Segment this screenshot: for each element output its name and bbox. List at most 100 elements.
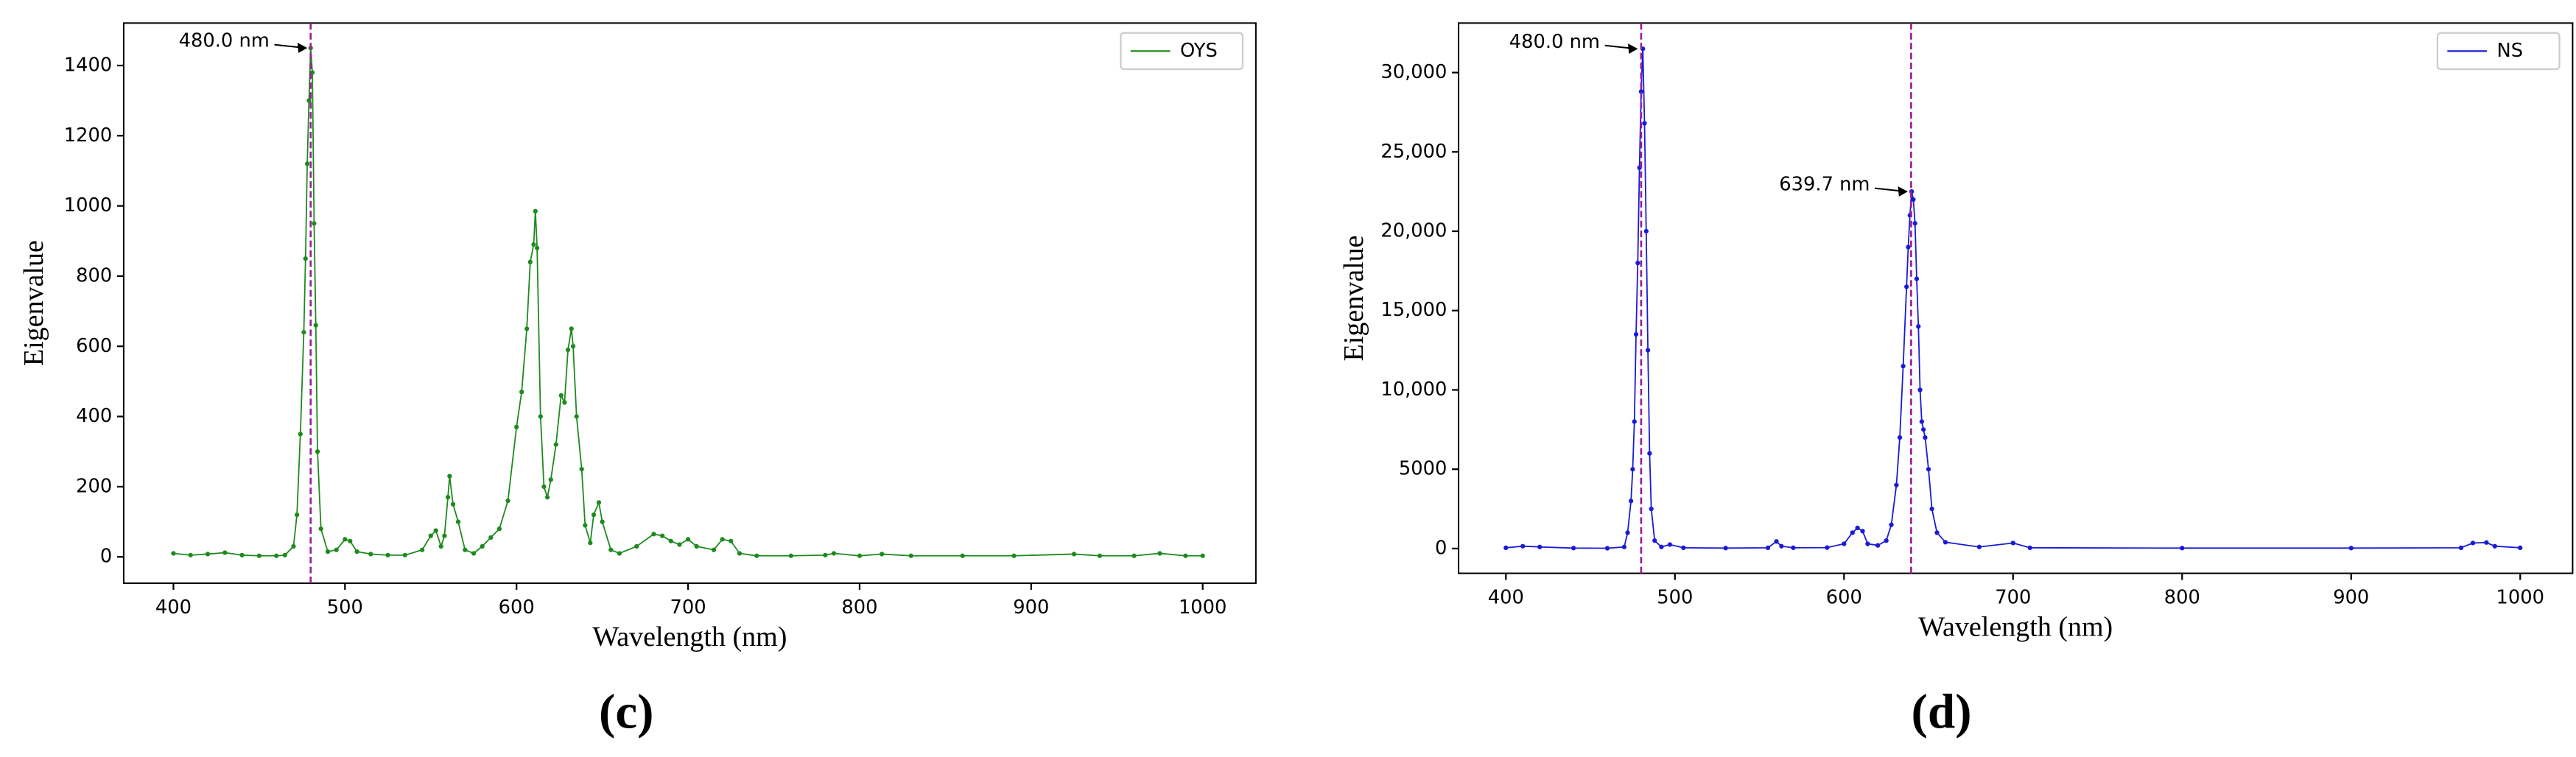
data-point [282,552,287,557]
data-point [2458,545,2464,550]
y-tick-label: 1000 [64,194,112,216]
data-point [788,553,793,558]
data-point [1633,331,1639,337]
data-point [419,547,425,552]
data-point [1842,541,1847,546]
y-tick-label: 1200 [64,124,112,147]
data-point [2492,543,2497,549]
data-point [301,330,306,335]
annotation-text: 480.0 nm [179,30,270,52]
data-point [343,537,348,542]
data-point [1917,387,1923,392]
data-point [1621,544,1627,549]
data-point [1157,551,1162,556]
data-point [1765,545,1771,550]
data-point [222,550,228,555]
data-point [823,552,828,557]
data-point [1131,553,1137,558]
data-point [880,552,885,557]
data-point [315,449,320,454]
x-tick-label: 700 [1995,587,2031,609]
data-point [205,552,211,557]
data-point [1200,553,1205,558]
x-tick-label: 400 [155,596,192,619]
data-point [325,549,331,554]
data-point [447,473,452,479]
data-point [579,466,584,472]
data-point [569,326,574,331]
data-point [1667,542,1673,547]
annotation-text: 639.7 nm [1779,174,1870,196]
data-point [960,553,965,558]
y-tick-label: 400 [76,405,112,427]
data-point [544,495,550,500]
data-point [1929,506,1934,512]
data-point [1649,506,1654,512]
data-point [2348,546,2354,551]
x-tick-label: 800 [841,596,877,619]
data-point [574,414,579,419]
data-point [1183,553,1188,558]
panel-label: (d) [1912,684,1972,739]
data-point [239,552,245,557]
data-point [1934,530,1940,535]
data-point [488,535,494,541]
data-point [1503,545,1509,550]
data-point [1942,540,1948,545]
data-point [1642,121,1647,126]
data-point [2484,540,2489,545]
data-point [1894,482,1899,487]
x-tick-label: 1000 [1179,596,1226,619]
data-point [565,347,571,353]
data-point [496,526,502,532]
y-tick-label: 800 [76,264,112,286]
data-point [524,326,530,331]
y-tick-label: 25,000 [1380,141,1447,163]
data-point [1652,538,1657,543]
data-point [463,547,468,552]
data-point [600,519,605,524]
data-point [541,484,547,490]
data-point [553,442,558,447]
data-point [538,414,543,419]
data-point [313,323,318,328]
legend-box [2436,32,2561,71]
data-point [754,553,759,558]
data-point [1875,543,1881,548]
data-point [677,542,682,547]
arrow-head [1898,186,1908,197]
data-point [1723,546,1728,551]
data-point [570,344,576,349]
data-point [908,553,913,558]
y-tick-label: 0 [100,546,112,568]
series-line [1506,49,2521,549]
data-point [558,392,564,398]
legend-label: OYS [1180,40,1218,62]
data-point [1850,530,1855,535]
data-point [455,519,461,524]
data-point [2027,545,2032,550]
data-point [1865,541,1870,546]
x-tick-label: 900 [2333,587,2369,609]
legend-box [1120,32,1244,71]
data-point [617,551,622,556]
y-tick-label: 600 [76,335,112,357]
data-point [1643,228,1649,234]
y-tick-label: 0 [1435,537,1447,559]
data-point [1647,451,1652,456]
arrow-head [1628,43,1638,54]
data-point [1914,276,1920,281]
plot-frame [122,22,1257,584]
data-point [450,501,456,507]
series-line [173,48,1203,557]
data-point [533,208,538,214]
data-point [1632,419,1637,424]
x-tick-label: 500 [1657,587,1693,609]
y-tick-label: 200 [76,475,112,497]
data-point [685,537,691,542]
data-point [1537,544,1543,549]
data-point [442,533,447,538]
data-point [2470,541,2476,546]
data-point [1926,467,1931,472]
data-point [298,432,303,437]
